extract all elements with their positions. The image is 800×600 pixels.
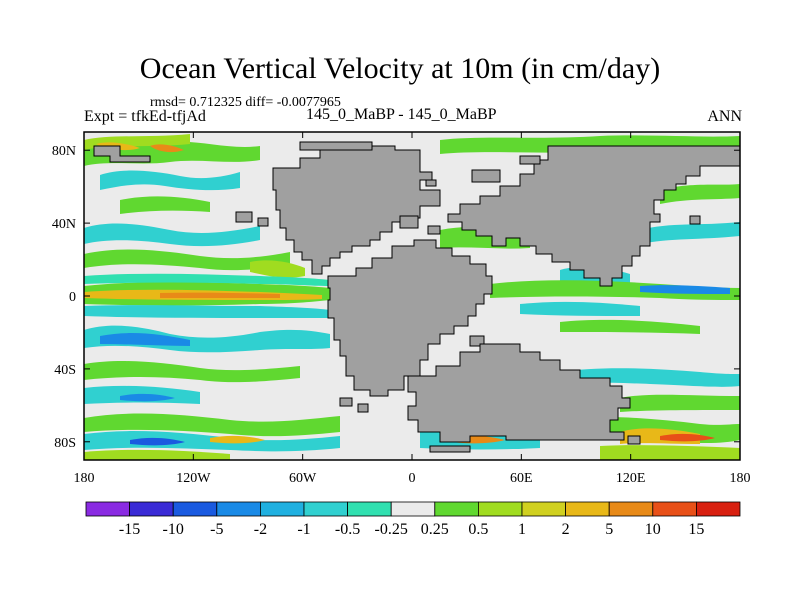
lon-tick-label: 180 xyxy=(74,471,95,486)
colorbar-label: -1 xyxy=(297,521,310,538)
colorbar-label: -0.5 xyxy=(335,521,360,538)
land-masses xyxy=(93,141,740,453)
colorbar-label: 10 xyxy=(645,521,661,538)
lon-tick-label: 0 xyxy=(409,471,416,486)
lon-tick-label: 120E xyxy=(616,471,646,486)
plot-title: Ocean Vertical Velocity at 10m (in cm/da… xyxy=(139,52,661,85)
colorbar-label: -0.25 xyxy=(375,521,408,538)
colorbar-swatch xyxy=(652,501,697,517)
lat-tick-label: 0 xyxy=(69,290,76,305)
colorbar-swatch xyxy=(565,501,610,517)
colorbar-label: 0.25 xyxy=(421,521,449,538)
colorbar-swatch xyxy=(521,501,566,517)
colorbar-label: 5 xyxy=(605,521,613,538)
colorbar-label: -10 xyxy=(163,521,184,538)
season-label: ANN xyxy=(707,108,742,125)
colorbar: -15 -10 -5 -2 -1 -0.5 -0.25 0.25 0.5 1 2 5 10 15 xyxy=(85,501,741,538)
center-label: 145_0_MaBP - 145_0_MaBP xyxy=(306,106,497,123)
colorbar-label: 0.5 xyxy=(468,521,488,538)
map-axes: 180 120W 60W 0 60E 120E 180 80N 40N 0 40S 80S xyxy=(52,132,751,486)
colorbar-swatch xyxy=(347,501,392,517)
colorbar-swatch xyxy=(390,501,436,517)
colorbar-swatch xyxy=(434,501,479,517)
colorbar-label: 1 xyxy=(518,521,526,538)
colorbar-swatch xyxy=(696,501,741,517)
colorbar-label: -5 xyxy=(210,521,223,538)
stats-line: rmsd= 0.712325 diff= -0.0077965 xyxy=(150,95,341,110)
colorbar-swatch xyxy=(259,501,305,517)
colorbar-label: -15 xyxy=(119,521,140,538)
lat-tick-label: 80S xyxy=(54,436,76,451)
lat-tick-label: 40S xyxy=(54,363,76,378)
lon-tick-label: 60E xyxy=(510,471,533,486)
colorbar-swatch xyxy=(129,501,174,517)
colorbar-label: -2 xyxy=(254,521,267,538)
colorbar-label: 15 xyxy=(688,521,704,538)
colorbar-label: 2 xyxy=(562,521,570,538)
colorbar-swatch xyxy=(608,501,654,517)
experiment-label: Expt = tfkEd-tfjAd xyxy=(84,108,206,125)
lon-tick-label: 60W xyxy=(289,471,317,486)
colorbar-swatch xyxy=(303,501,348,517)
lat-tick-label: 40N xyxy=(52,217,76,232)
colorbar-swatch xyxy=(172,501,218,517)
colorbar-swatch xyxy=(477,501,523,517)
lon-tick-label: 180 xyxy=(730,471,751,486)
lat-tick-label: 80N xyxy=(52,144,76,159)
colorbar-swatch xyxy=(216,501,261,517)
colorbar-swatch xyxy=(85,501,130,517)
lon-tick-label: 120W xyxy=(176,471,211,486)
